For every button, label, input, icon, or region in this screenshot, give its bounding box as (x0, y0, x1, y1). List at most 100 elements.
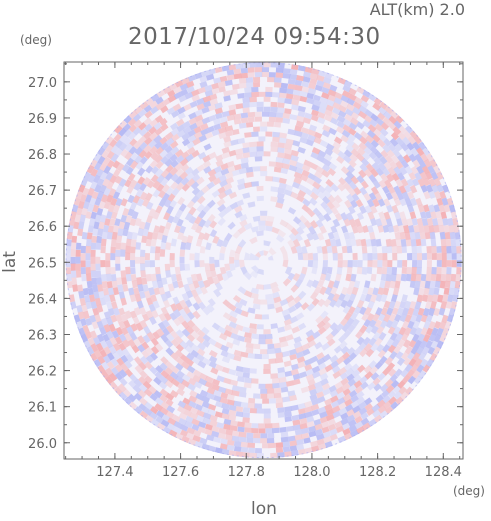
positive-cell (235, 245, 243, 254)
negative-cell (237, 178, 246, 185)
negative-cell (129, 332, 138, 341)
positive-cell (235, 324, 244, 332)
negative-cell (352, 405, 361, 414)
negative-cell (136, 300, 144, 309)
positive-cell (133, 140, 142, 150)
negative-cell (258, 383, 266, 389)
positive-cell (168, 82, 178, 91)
positive-cell (164, 379, 174, 389)
positive-cell (217, 432, 226, 440)
positive-cell (291, 99, 300, 106)
negative-cell (206, 303, 215, 313)
positive-cell (395, 178, 404, 188)
negative-cell (326, 143, 335, 151)
negative-cell (243, 252, 250, 261)
negative-cell (188, 400, 197, 409)
negative-cell (143, 325, 151, 335)
negative-cell (246, 437, 254, 443)
positive-cell (244, 337, 252, 344)
positive-cell (263, 418, 271, 424)
negative-cell (393, 166, 402, 176)
negative-cell (118, 142, 128, 151)
positive-cell (402, 320, 410, 329)
positive-cell (122, 339, 131, 348)
negative-cell (298, 413, 306, 420)
positive-cell (413, 224, 420, 233)
positive-cell (145, 346, 154, 356)
negative-cell (311, 266, 318, 275)
positive-cell (130, 246, 136, 254)
negative-cell (197, 421, 207, 429)
positive-cell (196, 103, 205, 111)
negative-cell (137, 167, 146, 177)
negative-cell (260, 433, 268, 439)
positive-cell (160, 370, 169, 379)
negative-cell (428, 190, 436, 199)
positive-cell (85, 267, 91, 275)
positive-cell (105, 253, 111, 261)
positive-cell (139, 370, 148, 379)
negative-cell (205, 242, 212, 251)
negative-cell (295, 166, 304, 174)
positive-cell (418, 224, 425, 233)
positive-cell (199, 260, 205, 268)
negative-cell (304, 112, 313, 120)
positive-cell (191, 324, 201, 334)
positive-cell (437, 217, 444, 226)
positive-cell (176, 388, 185, 397)
positive-cell (223, 423, 231, 431)
negative-cell (409, 327, 418, 336)
positive-cell (267, 77, 275, 83)
positive-cell (175, 80, 184, 88)
positive-cell (335, 126, 345, 134)
positive-cell (165, 374, 175, 383)
positive-cell (192, 374, 201, 383)
negative-cell (428, 307, 435, 317)
positive-cell (233, 73, 242, 80)
positive-cell (301, 164, 311, 172)
positive-cell (95, 342, 104, 352)
positive-cell (238, 77, 247, 84)
positive-cell (150, 151, 159, 161)
positive-cell (242, 417, 250, 423)
positive-cell (145, 310, 154, 319)
positive-cell (179, 249, 186, 257)
negative-cell (422, 307, 430, 317)
positive-cell (193, 369, 202, 378)
positive-cell (254, 116, 262, 122)
positive-cell (156, 90, 165, 98)
negative-cell (149, 393, 158, 402)
negative-cell (353, 132, 363, 141)
negative-cell (158, 198, 167, 208)
positive-cell (423, 287, 430, 296)
positive-cell (175, 168, 184, 177)
positive-cell (209, 93, 218, 101)
positive-cell (126, 185, 134, 194)
positive-cell (225, 429, 233, 436)
negative-cell (139, 383, 148, 393)
positive-cell (154, 154, 163, 163)
negative-cell (256, 146, 264, 152)
positive-cell (294, 434, 303, 441)
positive-cell (221, 151, 230, 159)
negative-cell (346, 317, 355, 327)
positive-cell (195, 273, 203, 282)
negative-cell (319, 139, 329, 148)
negative-cell (353, 347, 362, 356)
negative-cell (265, 91, 273, 97)
positive-cell (307, 252, 314, 260)
positive-cell (418, 287, 425, 296)
positive-cell (311, 109, 320, 117)
positive-cell (218, 127, 227, 134)
positive-cell (156, 422, 166, 431)
negative-cell (284, 416, 292, 423)
negative-cell (247, 353, 256, 359)
positive-cell (110, 238, 117, 247)
negative-cell (414, 153, 423, 163)
negative-cell (279, 298, 289, 307)
negative-cell (277, 192, 285, 199)
positive-cell (389, 160, 398, 170)
positive-cell (275, 442, 284, 448)
positive-cell (391, 155, 400, 164)
positive-cell (186, 146, 196, 155)
